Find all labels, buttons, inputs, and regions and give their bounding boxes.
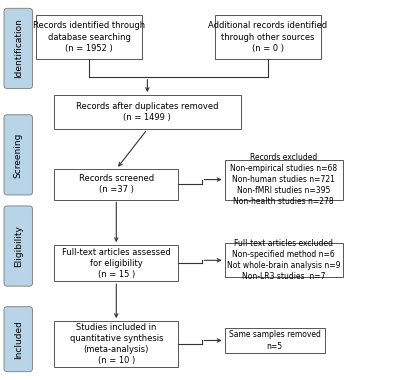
Text: Records excluded
Non-empirical studies n=68
Non-human studies n=721
Non-fMRI stu: Records excluded Non-empirical studies n… [230,153,337,206]
FancyBboxPatch shape [4,206,32,286]
Text: Records after duplicates removed
(n = 1499 ): Records after duplicates removed (n = 14… [76,102,219,122]
Text: Studies included in
quantitative synthesis
(meta-analysis)
(n = 10 ): Studies included in quantitative synthes… [69,323,163,365]
Text: Screening: Screening [14,132,23,177]
FancyBboxPatch shape [225,328,325,353]
FancyBboxPatch shape [215,15,321,59]
FancyBboxPatch shape [54,169,178,200]
Text: Additional records identified
through other sources
(n = 0 ): Additional records identified through ot… [208,21,327,53]
Text: Same samples removed
n=5: Same samples removed n=5 [229,331,321,350]
FancyBboxPatch shape [225,243,343,277]
FancyBboxPatch shape [4,307,32,372]
Text: Included: Included [14,320,23,359]
Text: Full-text articles assessed
for eligibility
(n = 15 ): Full-text articles assessed for eligibil… [62,247,171,279]
Text: Records screened
(n =37 ): Records screened (n =37 ) [79,174,154,194]
FancyBboxPatch shape [4,115,32,195]
Text: Records identified through
database searching
(n = 1952 ): Records identified through database sear… [33,21,145,53]
FancyBboxPatch shape [54,245,178,281]
FancyBboxPatch shape [36,15,142,59]
Text: Eligibility: Eligibility [14,225,23,267]
FancyBboxPatch shape [54,321,178,367]
Text: Full-text articles excluded
Non-specified method n=6
Not whole-brain analysis n=: Full-text articles excluded Non-specifie… [227,239,340,282]
FancyBboxPatch shape [4,8,32,89]
FancyBboxPatch shape [54,95,241,129]
Text: Identification: Identification [14,19,23,78]
FancyBboxPatch shape [225,160,343,200]
